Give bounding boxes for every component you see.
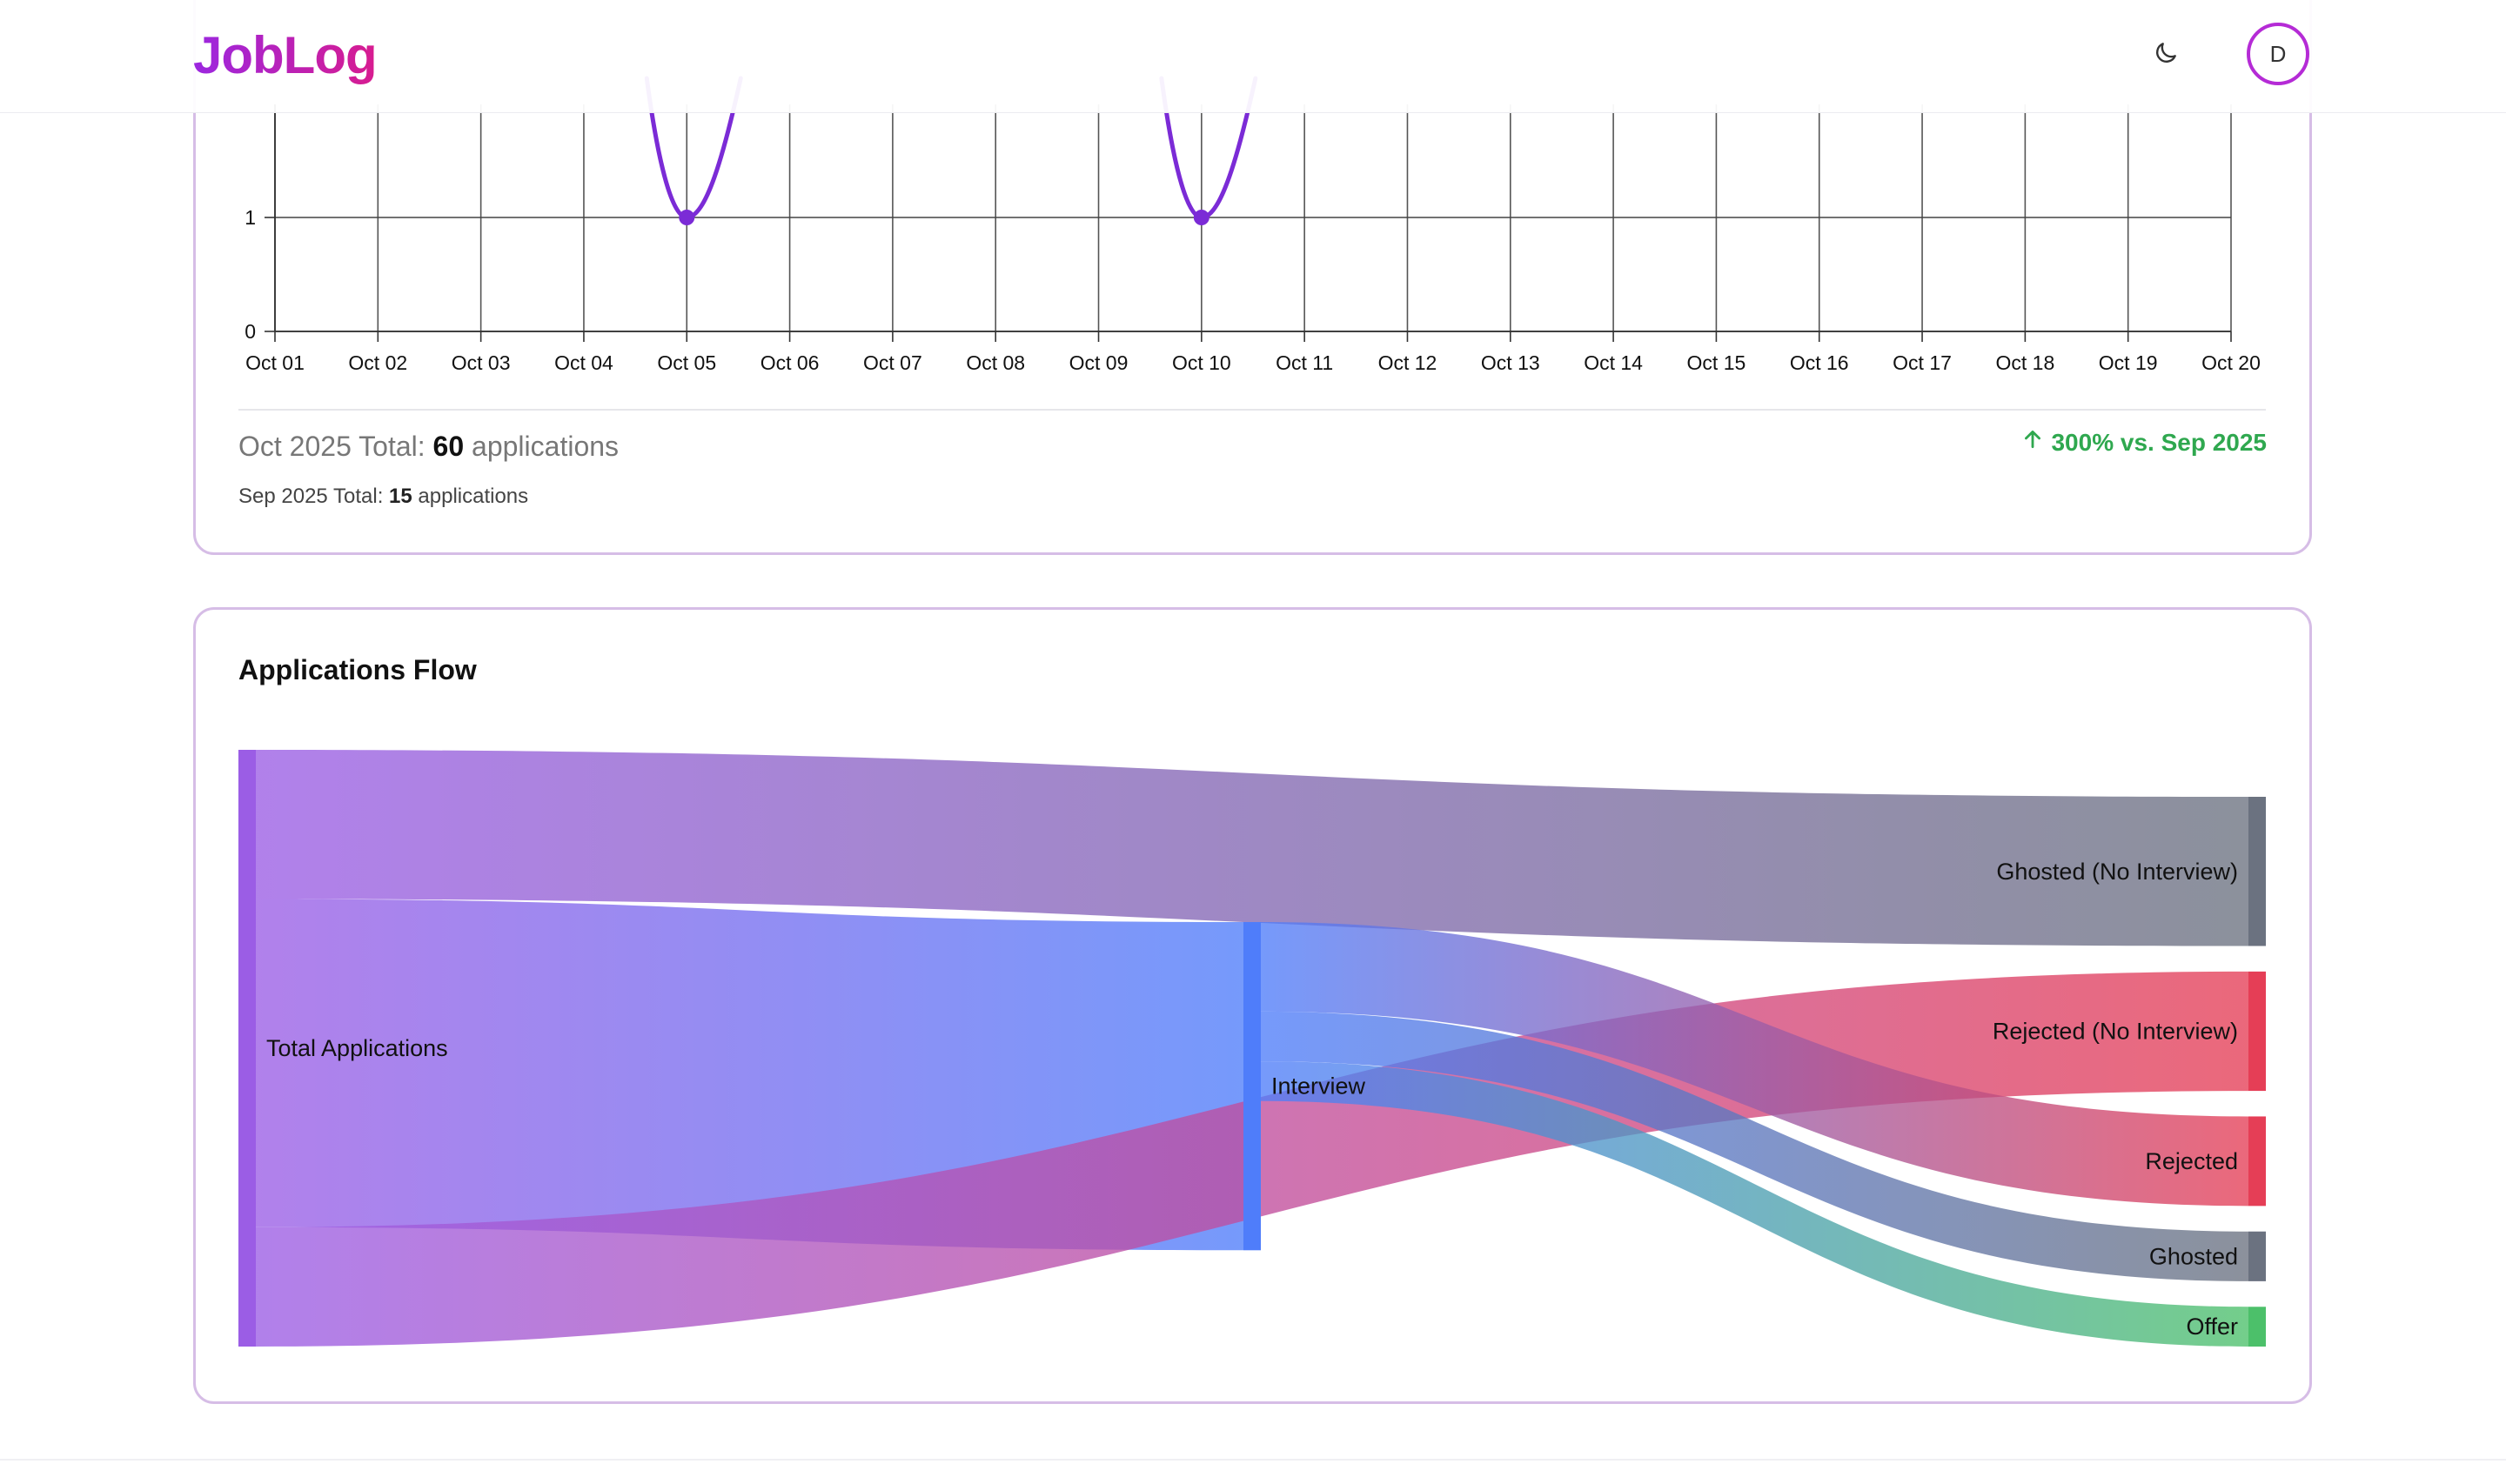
x-tick-label: Oct 06 bbox=[761, 351, 820, 374]
data-point bbox=[1193, 210, 1209, 225]
x-tick-label: Oct 01 bbox=[245, 351, 305, 374]
x-tick-label: Oct 05 bbox=[657, 351, 716, 374]
month-change-text: 300% vs. Sep 2025 bbox=[2051, 429, 2267, 456]
x-tick-label: Oct 11 bbox=[1276, 351, 1333, 374]
flow-link[interactable] bbox=[1261, 1011, 2248, 1281]
x-tick-label: Oct 16 bbox=[1790, 351, 1849, 374]
moon-icon bbox=[2152, 39, 2180, 71]
flow-node-label: Rejected bbox=[2145, 1148, 2238, 1174]
flow-node-label: Total Applications bbox=[266, 1035, 448, 1061]
page-footer-divider bbox=[0, 1459, 2506, 1461]
app-header: JobLog D bbox=[0, 0, 2506, 113]
app-logo[interactable]: JobLog bbox=[193, 24, 378, 87]
month-change-indicator: 300% vs. Sep 2025 bbox=[2021, 425, 2267, 460]
x-tick-label: Oct 09 bbox=[1069, 351, 1129, 374]
flow-node[interactable] bbox=[2248, 971, 2266, 1092]
flow-node-label: Ghosted bbox=[2149, 1243, 2238, 1269]
current-month-total: Oct 2025 Total: 60 applications bbox=[238, 431, 620, 462]
x-tick-label: Oct 18 bbox=[1995, 351, 2054, 374]
flow-link[interactable] bbox=[1261, 1061, 2248, 1347]
user-avatar-button[interactable]: D bbox=[2247, 23, 2309, 85]
x-tick-label: Oct 20 bbox=[2201, 351, 2261, 374]
flow-node-label: Interview bbox=[1271, 1073, 1366, 1100]
x-tick-label: Oct 19 bbox=[2099, 351, 2158, 374]
flow-node[interactable] bbox=[2248, 1116, 2266, 1207]
x-tick-label: Oct 02 bbox=[348, 351, 407, 374]
x-tick-label: Oct 03 bbox=[452, 351, 511, 374]
y-tick-label: 1 bbox=[245, 206, 256, 229]
flow-node-label: Ghosted (No Interview) bbox=[1996, 859, 2238, 885]
applications-flow-title: Applications Flow bbox=[238, 654, 477, 685]
flow-node[interactable] bbox=[1243, 922, 1261, 1251]
theme-toggle-button[interactable] bbox=[2146, 35, 2186, 75]
previous-month-total: Sep 2025 Total: 15 applications bbox=[238, 485, 529, 508]
flow-link[interactable] bbox=[1261, 922, 2248, 1207]
daily-applications-line-chart: Oct 01 Oct 02 Oct 03 Oct 04 Oct 05 Oct 06 Oct … bbox=[245, 76, 2261, 374]
x-tick-label: Oct 04 bbox=[554, 351, 613, 374]
x-tick-label: Oct 12 bbox=[1378, 351, 1437, 374]
x-tick-label: Oct 17 bbox=[1893, 351, 1952, 374]
x-tick-label: Oct 08 bbox=[966, 351, 1025, 374]
flow-node[interactable] bbox=[238, 750, 256, 1347]
summary-divider bbox=[238, 409, 2266, 411]
x-tick-label: Oct 07 bbox=[863, 351, 922, 374]
x-tick-label: Oct 14 bbox=[1584, 351, 1643, 374]
flow-node[interactable] bbox=[2248, 797, 2266, 946]
x-tick-label: Oct 13 bbox=[1481, 351, 1540, 374]
x-tick-label: Oct 15 bbox=[1687, 351, 1746, 374]
flow-node-label: Offer bbox=[2186, 1314, 2238, 1340]
arrow-up-icon bbox=[2021, 425, 2044, 460]
data-point bbox=[679, 210, 695, 225]
x-tick-label: Oct 10 bbox=[1172, 351, 1231, 374]
previous-month-total-value: 15 bbox=[389, 485, 412, 508]
current-month-total-value: 60 bbox=[432, 431, 465, 462]
flow-node[interactable] bbox=[2248, 1307, 2266, 1347]
flow-node[interactable] bbox=[2248, 1231, 2266, 1281]
y-tick-label: 0 bbox=[245, 320, 256, 343]
flow-node-label: Rejected (No Interview) bbox=[1993, 1018, 2238, 1044]
flow-link[interactable] bbox=[256, 750, 2248, 946]
